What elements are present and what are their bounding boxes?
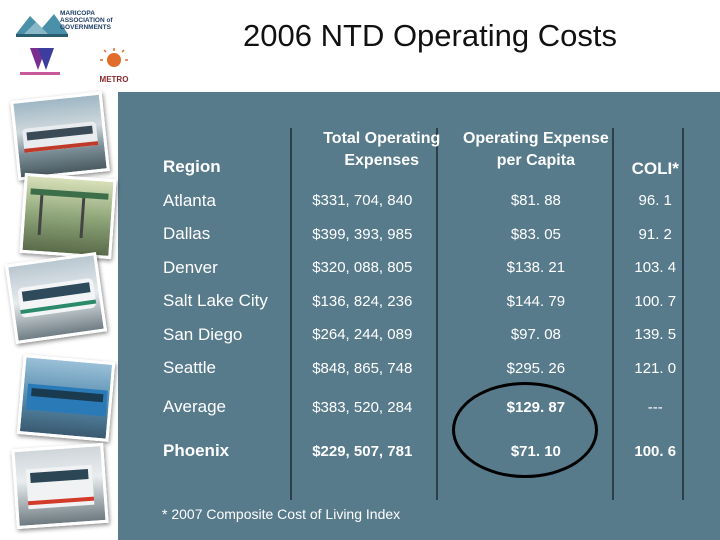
total-cell: $229, 507, 781 xyxy=(312,442,413,460)
phoenix-row: Phoenix $229, 507, 781 $71. 10 100. 6 xyxy=(155,429,700,473)
table-divider-line xyxy=(290,128,292,500)
region-cell: Salt Lake City xyxy=(163,291,268,311)
coli-cell: 139. 5 xyxy=(634,326,677,344)
highlight-circle xyxy=(452,382,598,478)
valley-metro-logo-icon xyxy=(20,48,60,75)
total-cell: $320, 088, 805 xyxy=(312,259,413,277)
region-cell: Denver xyxy=(163,257,218,277)
coli-cell: 121. 0 xyxy=(634,359,677,377)
per-capita-cell: $138. 21 xyxy=(506,259,566,277)
coli-cell: 91. 2 xyxy=(638,225,672,243)
coli-cell: 103. 4 xyxy=(634,259,677,277)
metro-logo: METRO xyxy=(94,46,134,84)
total-cell: $383, 520, 284 xyxy=(312,398,413,416)
per-capita-cell: $295. 26 xyxy=(506,359,566,377)
station-photo xyxy=(19,172,117,260)
table-row: San Diego $264, 244, 089 $97. 08 139. 5 xyxy=(155,318,700,352)
table-row: Salt Lake City $136, 824, 236 $144. 79 1… xyxy=(155,285,700,319)
light-rail-photo xyxy=(10,91,110,181)
cost-table: Region Total Operating Expenses Operatin… xyxy=(155,128,700,473)
region-cell: Dallas xyxy=(163,224,211,244)
logo-area: MARICOPA ASSOCIATION of GOVERNMENTS METR… xyxy=(8,6,148,86)
per-capita-cell: $97. 08 xyxy=(510,326,561,344)
per-capita-cell: $81. 88 xyxy=(510,192,561,210)
region-cell: Seattle xyxy=(163,358,216,378)
table-row: Dallas $399, 393, 985 $83. 05 91. 2 xyxy=(155,218,700,252)
total-cell: $331, 704, 840 xyxy=(312,192,413,210)
table-header-row: Region Total Operating Expenses Operatin… xyxy=(155,128,700,184)
per-capita-cell: $83. 05 xyxy=(510,225,561,243)
coli-cell: 100. 7 xyxy=(634,292,677,310)
content-panel xyxy=(118,92,720,540)
header-per-capita: Operating Expense per Capita xyxy=(462,130,609,169)
header-total-expenses: Total Operating Expenses xyxy=(323,130,441,169)
tram-photo xyxy=(16,354,116,442)
commuter-train-photo xyxy=(11,442,109,530)
total-cell: $264, 244, 089 xyxy=(312,326,413,344)
coli-cell: --- xyxy=(647,398,663,416)
table-divider-line xyxy=(682,128,684,500)
bus-photo xyxy=(4,251,108,345)
per-capita-cell: $144. 79 xyxy=(506,292,566,310)
region-cell: San Diego xyxy=(163,324,243,344)
table-row: Seattle $848, 865, 748 $295. 26 121. 0 xyxy=(155,352,700,386)
mag-logo-icon xyxy=(16,14,68,37)
sun-icon xyxy=(100,48,128,67)
total-cell: $848, 865, 748 xyxy=(312,359,413,377)
region-cell: Average xyxy=(163,397,227,416)
mag-logo-text: MARICOPA ASSOCIATION of GOVERNMENTS xyxy=(60,10,113,31)
average-row: Average $383, 520, 284 $129. 87 --- xyxy=(155,385,700,429)
coli-cell: 96. 1 xyxy=(638,192,672,210)
header-region: Region xyxy=(163,157,221,176)
region-cell: Atlanta xyxy=(163,190,216,210)
metro-logo-text: METRO xyxy=(99,75,129,84)
footnote: * 2007 Composite Cost of Living Index xyxy=(162,506,401,522)
table-row: Denver $320, 088, 805 $138. 21 103. 4 xyxy=(155,251,700,285)
coli-cell: 100. 6 xyxy=(634,442,677,460)
total-cell: $136, 824, 236 xyxy=(312,292,413,310)
table-divider-line xyxy=(436,128,438,500)
slide-title: 2006 NTD Operating Costs xyxy=(243,18,617,53)
total-cell: $399, 393, 985 xyxy=(312,225,413,243)
table-divider-line xyxy=(612,128,614,500)
table-row: Atlanta $331, 704, 840 $81. 88 96. 1 xyxy=(155,184,700,218)
header-coli: COLI* xyxy=(631,159,679,178)
region-cell: Phoenix xyxy=(163,441,230,460)
